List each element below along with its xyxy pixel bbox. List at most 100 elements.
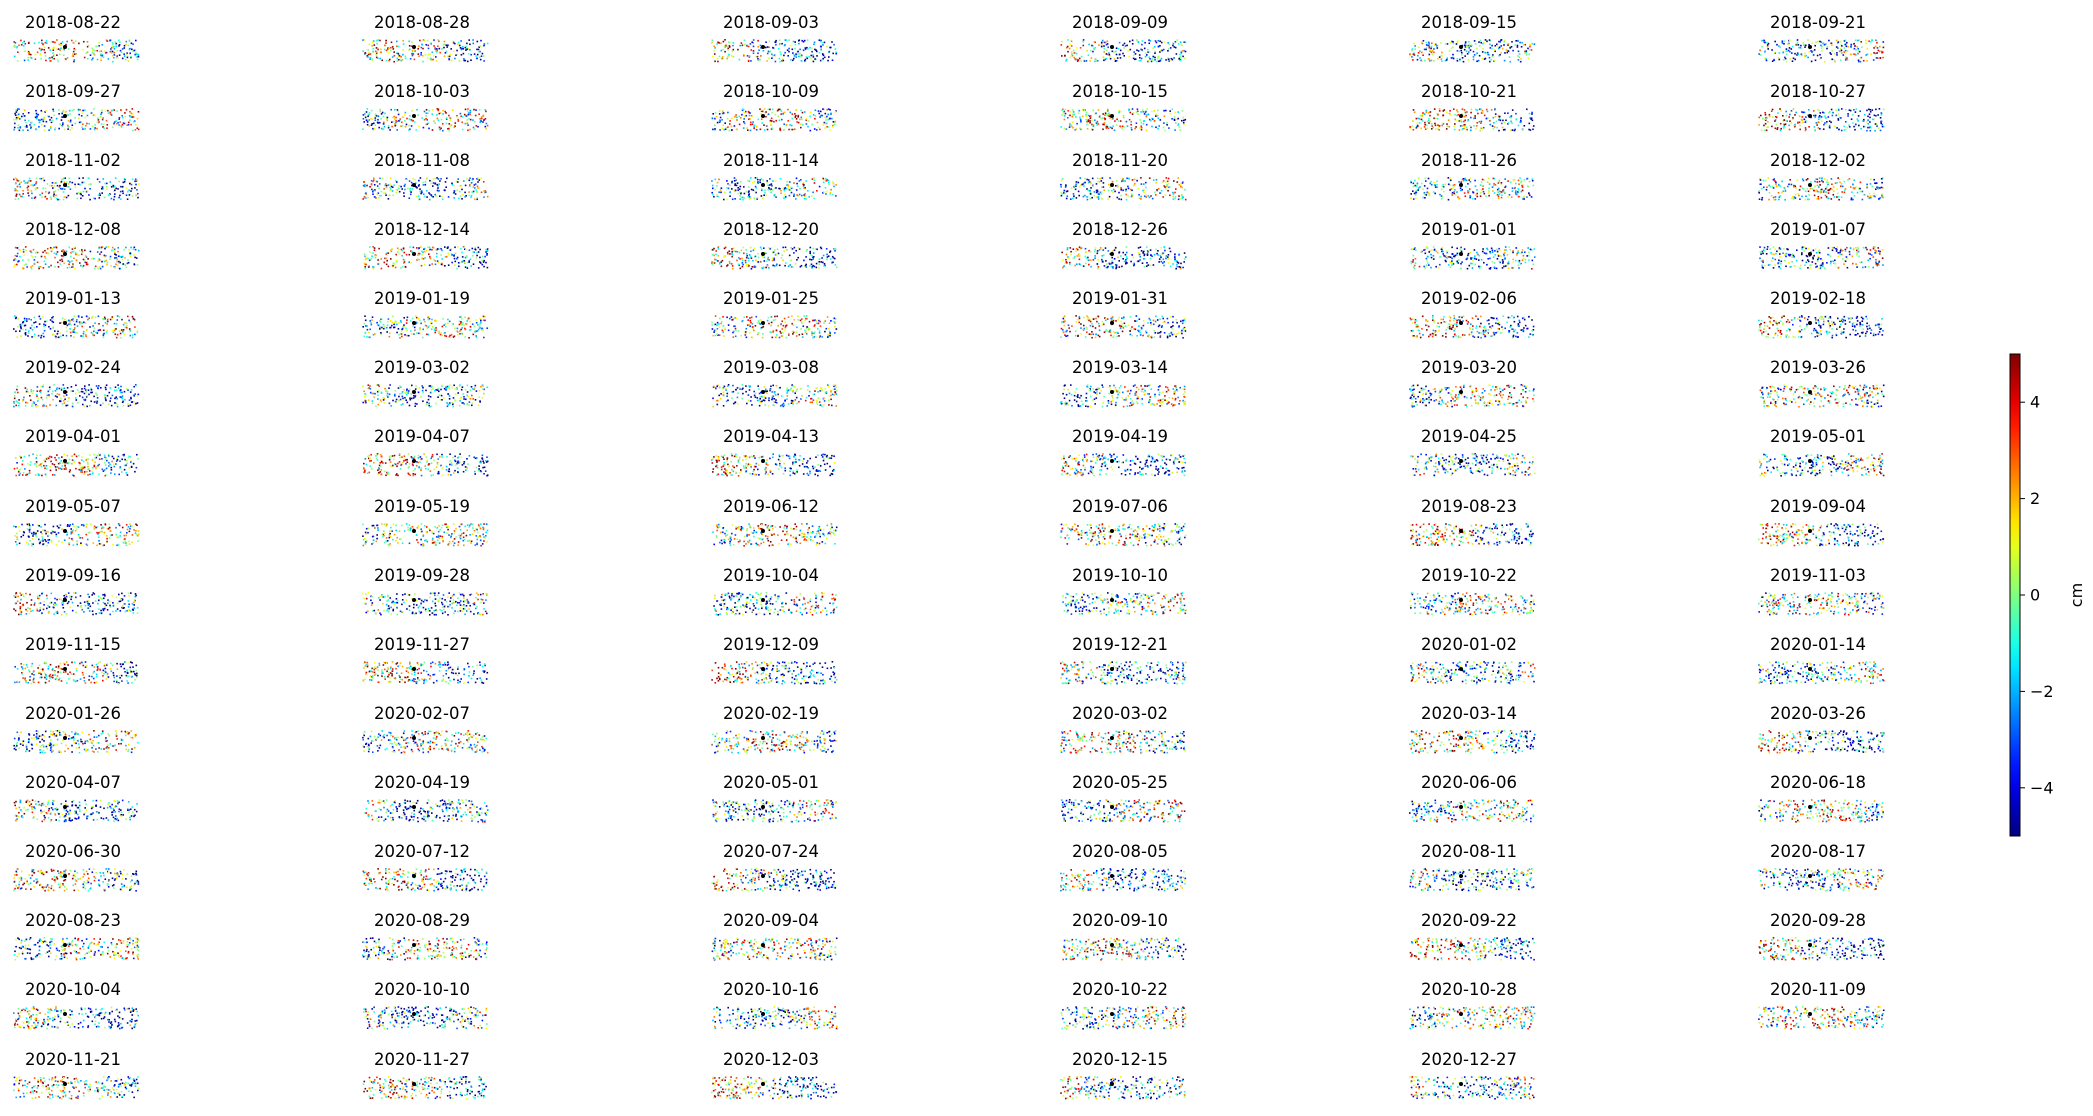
scatter-point — [718, 178, 720, 181]
scatter-point — [1092, 185, 1094, 187]
scatter-point — [1079, 47, 1082, 49]
scatter-point — [468, 112, 470, 114]
scatter-point — [1462, 178, 1465, 180]
scatter-point — [53, 196, 56, 199]
scatter-point — [463, 58, 465, 60]
scatter-point — [1483, 41, 1485, 44]
scatter-point — [756, 197, 759, 199]
scatter-point — [796, 194, 798, 196]
scatter-point — [1775, 185, 1778, 188]
scatter-point — [1866, 121, 1868, 123]
scatter-point — [1498, 40, 1500, 43]
scatter-point — [104, 247, 106, 250]
scatter-point — [1531, 178, 1534, 180]
scatter-point — [15, 109, 17, 111]
scatter-point — [135, 257, 138, 259]
scatter-point — [84, 109, 86, 111]
scatter-point — [1871, 40, 1873, 42]
scatter-point — [1154, 52, 1156, 54]
scatter-point — [114, 177, 117, 179]
scatter-point — [1857, 47, 1859, 50]
scatter-point — [1510, 121, 1513, 123]
scatter-point — [769, 119, 772, 122]
scatter-point — [1113, 51, 1115, 53]
panel-scatter — [13, 39, 140, 63]
scatter-point — [137, 111, 140, 113]
scatter-point — [1450, 47, 1453, 50]
scatter-point — [122, 181, 125, 184]
scatter-point — [97, 194, 100, 196]
scatter-point — [803, 259, 805, 262]
scatter-point — [722, 112, 724, 115]
scatter-point — [795, 56, 798, 58]
scatter-point — [767, 113, 770, 115]
scatter-point — [1779, 122, 1782, 125]
scatter-point — [1531, 113, 1533, 115]
scatter-point — [736, 116, 738, 119]
scatter-point — [1788, 47, 1791, 49]
scatter-point — [762, 179, 764, 181]
scatter-point — [1107, 113, 1109, 115]
scatter-point — [1092, 109, 1095, 112]
scatter-point — [732, 247, 735, 250]
scatter-point — [712, 128, 714, 131]
scatter-point — [1786, 50, 1788, 52]
scatter-point — [128, 189, 130, 191]
scatter-point — [132, 248, 135, 250]
scatter-point — [1424, 197, 1426, 199]
scatter-point — [1113, 58, 1116, 60]
scatter-point — [1105, 53, 1108, 55]
scatter-point — [411, 53, 413, 55]
scatter-point — [711, 180, 713, 182]
scatter-point — [1460, 189, 1462, 192]
scatter-point — [69, 266, 71, 269]
scatter-point — [74, 49, 77, 51]
scatter-point — [748, 198, 751, 200]
scatter-point — [465, 195, 467, 197]
scatter-point — [1760, 129, 1763, 132]
scatter-point — [1844, 128, 1847, 131]
scatter-point — [1857, 52, 1859, 55]
scatter-point — [1089, 120, 1091, 122]
scatter-point — [483, 60, 485, 62]
scatter-point — [1488, 194, 1490, 197]
scatter-point — [418, 247, 420, 249]
scatter-point — [1075, 128, 1078, 130]
scatter-point — [1758, 53, 1760, 55]
scatter-point — [77, 183, 80, 185]
scatter-point — [24, 119, 26, 122]
scatter-point — [790, 191, 793, 194]
scatter-point — [1098, 115, 1101, 118]
scatter-point — [790, 266, 793, 268]
scatter-point — [1505, 119, 1507, 122]
scatter-point — [63, 262, 65, 265]
scatter-point — [396, 52, 398, 54]
scatter-point — [1488, 183, 1491, 185]
scatter-point — [1129, 48, 1132, 51]
scatter-point — [788, 39, 790, 41]
scatter-point — [424, 257, 426, 259]
scatter-point — [1478, 120, 1481, 123]
scatter-point — [822, 261, 824, 264]
scatter-point — [28, 194, 30, 197]
scatter-point — [1474, 179, 1476, 182]
scatter-point — [397, 110, 399, 113]
scatter-point — [68, 246, 71, 249]
scatter-point — [1172, 193, 1175, 195]
scatter-point — [1429, 111, 1432, 113]
scatter-point — [411, 51, 414, 53]
scatter-point — [377, 118, 379, 121]
scatter-point — [1120, 189, 1122, 191]
scatter-point — [17, 117, 19, 119]
scatter-point — [1167, 256, 1169, 258]
scatter-point — [1485, 52, 1487, 54]
scatter-point — [1483, 114, 1486, 117]
scatter-point — [1135, 111, 1138, 113]
scatter-point — [774, 180, 777, 182]
scatter-point — [1820, 41, 1823, 43]
scatter-point — [1877, 49, 1880, 52]
scatter-point — [1503, 44, 1505, 46]
scatter-point — [1421, 51, 1423, 54]
scatter-point — [821, 257, 823, 259]
scatter-point — [93, 267, 96, 270]
